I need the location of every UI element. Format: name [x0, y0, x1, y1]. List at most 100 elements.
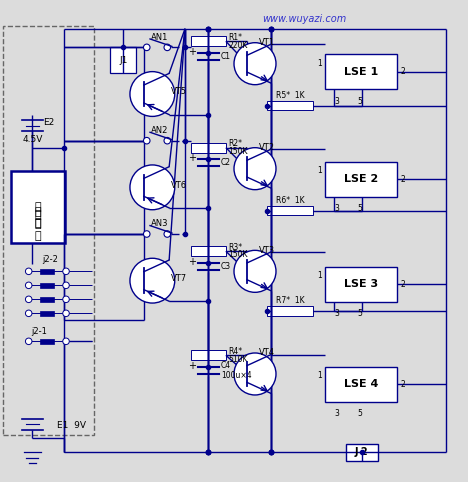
Circle shape	[144, 231, 150, 237]
Bar	[191, 350, 226, 361]
Text: 3: 3	[334, 309, 339, 318]
Circle shape	[25, 338, 32, 345]
Circle shape	[164, 137, 170, 144]
Text: VT1: VT1	[259, 38, 275, 47]
Circle shape	[25, 310, 32, 317]
Text: AN2: AN2	[151, 126, 168, 135]
Text: 1: 1	[317, 371, 322, 380]
Circle shape	[63, 282, 69, 289]
Bar	[346, 443, 378, 461]
Circle shape	[164, 231, 170, 237]
Circle shape	[63, 296, 69, 303]
Text: R4*: R4*	[228, 347, 242, 356]
Text: 1: 1	[317, 59, 322, 67]
Text: j2-1: j2-1	[31, 327, 47, 336]
Bar	[325, 367, 397, 402]
Text: LSE 3: LSE 3	[344, 279, 378, 289]
Bar	[40, 310, 54, 316]
Text: AN3: AN3	[151, 219, 168, 228]
Text: 2: 2	[401, 280, 405, 289]
Text: +: +	[189, 153, 197, 163]
Text: LSE 1: LSE 1	[344, 67, 378, 77]
Text: 报: 报	[35, 202, 41, 212]
Circle shape	[144, 44, 150, 51]
Bar	[40, 296, 54, 302]
Text: R7*  1K: R7* 1K	[276, 296, 304, 305]
Text: 4.5V: 4.5V	[22, 135, 43, 144]
Circle shape	[25, 268, 32, 275]
Text: 1: 1	[317, 166, 322, 175]
Text: 报
警
器: 报 警 器	[35, 207, 41, 241]
Text: R1*: R1*	[228, 33, 242, 42]
Text: E1  9V: E1 9V	[57, 421, 86, 430]
Text: 警: 警	[35, 210, 41, 220]
Circle shape	[164, 44, 170, 51]
Circle shape	[25, 282, 32, 289]
Bar	[267, 101, 313, 110]
Text: 器: 器	[35, 218, 41, 228]
Circle shape	[63, 268, 69, 275]
Text: C2: C2	[221, 158, 231, 167]
Bar	[40, 268, 54, 274]
Bar	[267, 206, 313, 215]
Circle shape	[234, 43, 276, 85]
Text: R5*  1K: R5* 1K	[276, 91, 304, 100]
Text: 2: 2	[401, 67, 405, 76]
Text: VT6: VT6	[171, 180, 188, 189]
Bar	[267, 307, 313, 316]
Bar	[40, 338, 54, 344]
Circle shape	[130, 258, 175, 303]
Text: 3: 3	[334, 409, 339, 418]
Circle shape	[144, 137, 150, 144]
Bar	[40, 282, 54, 288]
Text: J 2: J 2	[355, 447, 369, 457]
Text: +: +	[189, 47, 197, 57]
Text: 150K: 150K	[228, 147, 248, 156]
Text: R6*  1K: R6* 1K	[276, 196, 304, 205]
Text: 510K: 510K	[228, 355, 248, 363]
Circle shape	[234, 250, 276, 292]
Bar	[325, 54, 397, 89]
Bar	[325, 161, 397, 197]
Bar	[191, 246, 226, 256]
Text: 2: 2	[401, 380, 405, 389]
Text: +: +	[189, 257, 197, 267]
Text: www.wuyazi.com: www.wuyazi.com	[262, 14, 346, 25]
Circle shape	[63, 310, 69, 317]
Text: LSE 2: LSE 2	[344, 174, 378, 184]
Text: VT5: VT5	[171, 87, 187, 96]
Text: 3: 3	[334, 96, 339, 106]
Text: C1: C1	[221, 52, 231, 61]
Text: 5: 5	[358, 96, 362, 106]
Bar	[191, 143, 226, 153]
Text: +: +	[189, 361, 197, 371]
Text: 5: 5	[358, 409, 362, 418]
Circle shape	[63, 338, 69, 345]
Text: R3*: R3*	[228, 243, 242, 252]
Text: VT3: VT3	[259, 246, 275, 255]
Text: LSE 4: LSE 4	[344, 379, 378, 389]
Bar	[325, 267, 397, 302]
Bar	[191, 36, 226, 46]
Circle shape	[130, 72, 175, 117]
Text: 150K: 150K	[228, 251, 248, 259]
Text: j2-2: j2-2	[42, 255, 58, 264]
Circle shape	[234, 353, 276, 395]
Text: J1: J1	[119, 56, 127, 65]
Text: VT2: VT2	[259, 143, 275, 152]
Text: VT4: VT4	[259, 348, 275, 358]
Text: 2: 2	[401, 174, 405, 184]
Text: E2: E2	[44, 119, 55, 127]
Text: R2*: R2*	[228, 139, 242, 148]
Text: 1: 1	[317, 271, 322, 280]
Circle shape	[130, 165, 175, 210]
Text: C4
100u×4: C4 100u×4	[221, 361, 252, 380]
Text: 5: 5	[358, 204, 362, 213]
Text: VT7: VT7	[171, 274, 188, 283]
Bar	[11, 171, 65, 243]
Text: C3: C3	[221, 262, 231, 271]
Text: AN1: AN1	[151, 33, 168, 41]
Circle shape	[25, 296, 32, 303]
Text: 3: 3	[334, 204, 339, 213]
Bar	[110, 47, 136, 73]
